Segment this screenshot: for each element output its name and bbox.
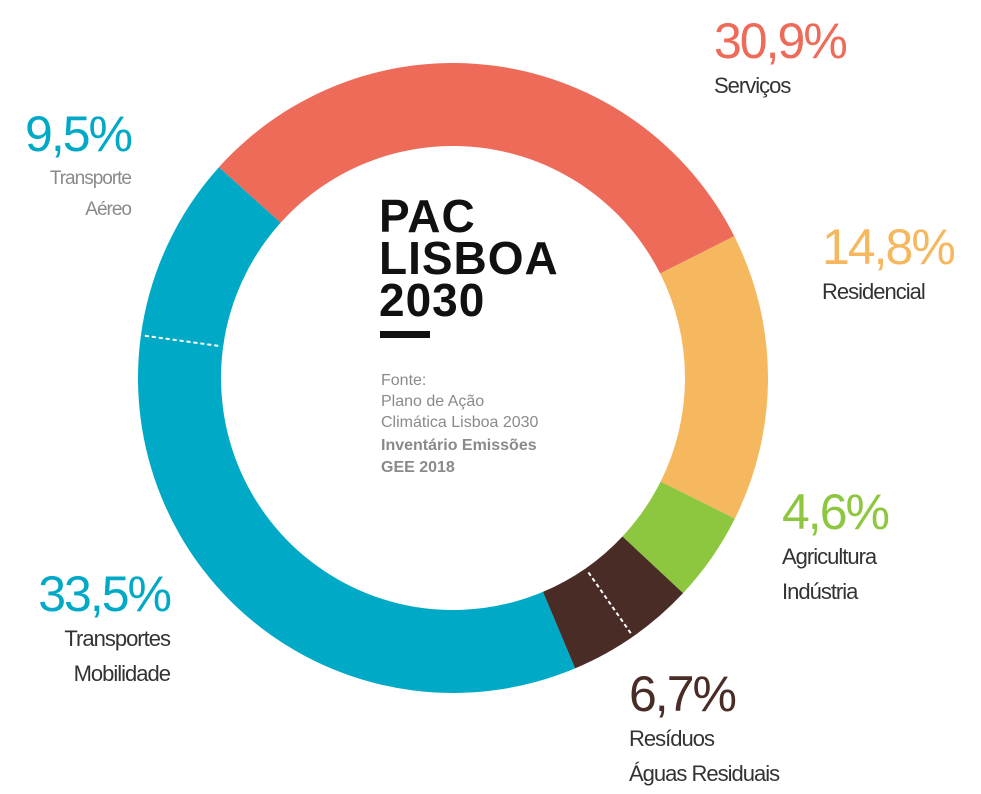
category-label: Transportes xyxy=(64,626,171,651)
donut-segment xyxy=(622,481,735,594)
segment-divider xyxy=(587,571,632,634)
donut-segment xyxy=(218,63,735,274)
donut-segment xyxy=(660,236,769,519)
source: GEE 2018 xyxy=(381,459,455,476)
value-label: 30,9% xyxy=(714,13,846,69)
source: Plano de Ação xyxy=(381,393,484,410)
category-label: Serviços xyxy=(714,73,791,98)
source: Fonte: xyxy=(381,372,426,389)
category-label: Agricultura xyxy=(782,544,878,569)
category-label: Transporte xyxy=(50,168,132,189)
center-title: PAC xyxy=(379,190,476,242)
value-label: 33,5% xyxy=(38,566,170,622)
source: Climática Lisboa 2030 xyxy=(381,414,539,431)
value-label: 14,8% xyxy=(822,219,954,275)
category-label: Mobilidade xyxy=(74,661,171,686)
value-label: 4,6% xyxy=(782,484,889,540)
donut-segment xyxy=(138,335,576,693)
title-bar xyxy=(380,331,430,338)
segment-divider xyxy=(144,334,220,347)
center-title: 2030 xyxy=(379,274,485,326)
donut-segment xyxy=(140,167,281,347)
center-title: LISBOA xyxy=(379,232,559,284)
category-label: Resíduos xyxy=(629,726,715,751)
value-label: 9,5% xyxy=(25,106,132,162)
source: Inventário Emissões xyxy=(381,437,537,454)
category-label: Indústria xyxy=(782,579,859,604)
value-label: 6,7% xyxy=(629,666,736,722)
category-label: Residencial xyxy=(822,279,925,304)
category-label: Aéreo xyxy=(85,199,131,220)
donut-segment xyxy=(542,536,684,669)
category-label: Águas Residuais xyxy=(629,761,780,786)
